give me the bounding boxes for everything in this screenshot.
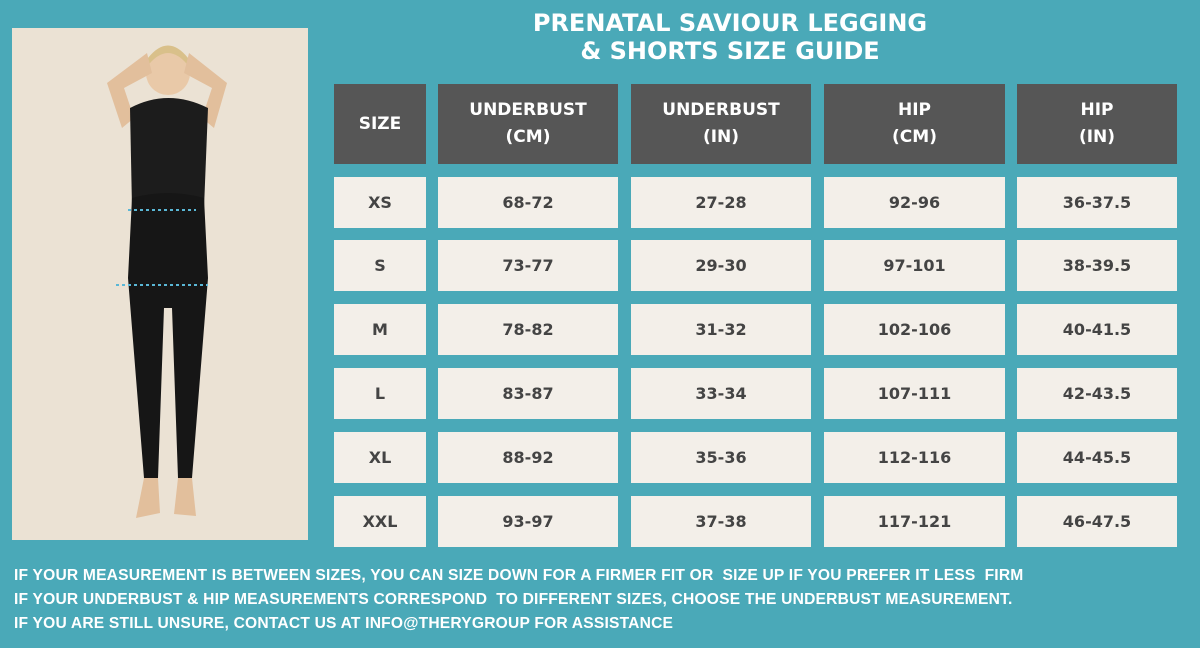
table-cell: 73-77 <box>438 240 618 291</box>
table-cell: 37-38 <box>631 496 811 547</box>
table-cell: 31-32 <box>631 304 811 355</box>
header-text: (IN) <box>702 127 740 147</box>
table-cell: M <box>334 304 426 355</box>
table-cell: L <box>334 368 426 419</box>
table-cell: 46-47.5 <box>1017 496 1177 547</box>
header-cell: UNDERBUST (IN) <box>631 84 811 164</box>
table-cell: 97-101 <box>824 240 1005 291</box>
note-line: IF YOUR MEASUREMENT IS BETWEEN SIZES, YO… <box>14 567 1024 584</box>
header-cell: HIP (CM) <box>824 84 1005 164</box>
table-cell: 42-43.5 <box>1017 368 1177 419</box>
model-photo <box>12 28 308 540</box>
title-line: PRENATAL SAVIOUR LEGGING <box>532 9 928 37</box>
table-cell: 27-28 <box>631 177 811 228</box>
table-cell: 78-82 <box>438 304 618 355</box>
table-cell: 112-116 <box>824 432 1005 483</box>
header-text: SIZE <box>358 113 402 134</box>
table-cell: XL <box>334 432 426 483</box>
table-cell: XS <box>334 177 426 228</box>
header-cell: UNDERBUST (CM) <box>438 84 618 164</box>
header-text: UNDERBUST <box>662 100 780 120</box>
table-cell: 92-96 <box>824 177 1005 228</box>
table-cell: 68-72 <box>438 177 618 228</box>
table-cell: S <box>334 240 426 291</box>
table-cell: 88-92 <box>438 432 618 483</box>
header-text: HIP <box>1080 100 1114 120</box>
table-cell: 29-30 <box>631 240 811 291</box>
table-cell: 35-36 <box>631 432 811 483</box>
header-cell: HIP (IN) <box>1017 84 1177 164</box>
note-line: IF YOU ARE STILL UNSURE, CONTACT US AT I… <box>14 615 674 632</box>
header-text: (IN) <box>1078 127 1116 147</box>
table-cell: 93-97 <box>438 496 618 547</box>
table-cell: 33-34 <box>631 368 811 419</box>
header-text: (CM) <box>505 127 551 147</box>
table-cell: 83-87 <box>438 368 618 419</box>
table-cell: 36-37.5 <box>1017 177 1177 228</box>
table-cell: 102-106 <box>824 304 1005 355</box>
title-line: & SHORTS SIZE GUIDE <box>580 37 880 65</box>
note-line: IF YOUR UNDERBUST & HIP MEASUREMENTS COR… <box>14 591 1013 608</box>
table-cell: 107-111 <box>824 368 1005 419</box>
table-cell: 38-39.5 <box>1017 240 1177 291</box>
header-text: HIP <box>897 100 931 120</box>
table-cell: XXL <box>334 496 426 547</box>
header-cell: SIZE <box>334 84 426 164</box>
table-cell: 117-121 <box>824 496 1005 547</box>
table-cell: 40-41.5 <box>1017 304 1177 355</box>
header-text: (CM) <box>892 127 937 147</box>
header-text: UNDERBUST <box>469 100 587 120</box>
table-cell: 44-45.5 <box>1017 432 1177 483</box>
